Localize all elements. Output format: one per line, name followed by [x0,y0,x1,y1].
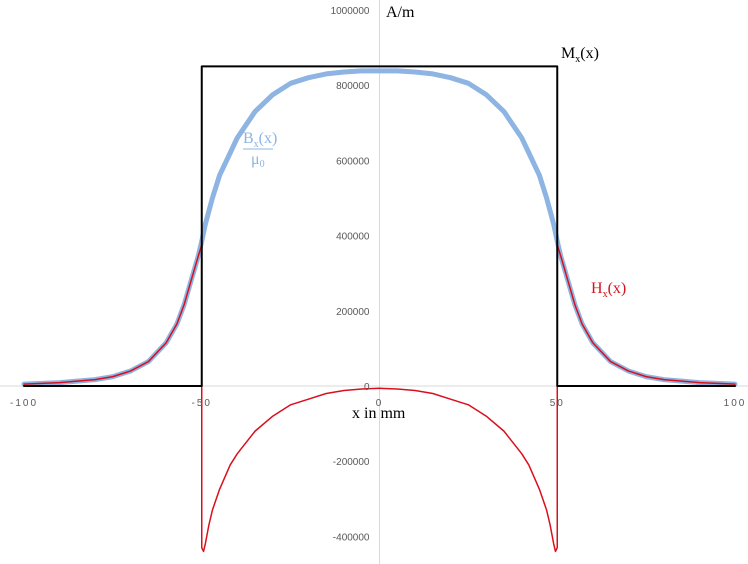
series-label-mx: Mx(x) [561,45,599,65]
bx-label-main: B [243,130,254,147]
plot-area [21,65,738,553]
series-labels: A/m x in mm Mx(x) Bx(x) μ0 Hx(x) [243,4,626,422]
svg-text:Bx(x): Bx(x) [243,130,277,150]
y-tick-label: 400000 [336,232,370,243]
y-tick-label: -200000 [333,457,370,468]
y-tick-label: 800000 [336,81,370,92]
svg-text:Mx(x): Mx(x) [561,45,599,65]
y-tick-label: -400000 [333,532,370,543]
bx-label-den: μ [251,151,260,168]
x-tick-label: -50 [192,398,212,409]
y-tick-label: 200000 [336,307,370,318]
mx-label-main: M [561,45,575,62]
bx-label-den-sub: 0 [260,159,265,170]
hx-label-main: H [591,280,603,297]
y-tick-label: 0 [364,382,370,393]
svg-text:Hx(x): Hx(x) [591,280,626,300]
x-axis-label: x in mm [352,405,406,422]
series-label-bx: Bx(x) μ0 [243,130,277,170]
tick-labels: -400000 -200000 0 200000 400000 600000 800000 1… [10,6,747,543]
hx-label-tail: (x) [608,280,627,297]
series-line-mx [23,65,736,387]
y-tick-label: 1000000 [331,6,370,17]
x-tick-label: -100 [10,398,38,409]
mx-label-tail: (x) [580,45,599,62]
mx-label-sub: x [575,54,580,65]
hx-label-sub: x [603,289,608,300]
bx-label-sub: x [254,139,259,150]
x-tick-label: 50 [550,398,565,409]
series-label-hx: Hx(x) [591,280,626,300]
bx-label-tail: (x) [259,130,278,147]
x-tick-label: 0 [376,398,384,409]
x-tick-label: 100 [724,398,747,409]
series-line-hx [23,244,736,553]
y-tick-label: 600000 [336,156,370,167]
y-axis-label: A/m [386,4,415,21]
svg-text:μ0: μ0 [251,151,265,170]
